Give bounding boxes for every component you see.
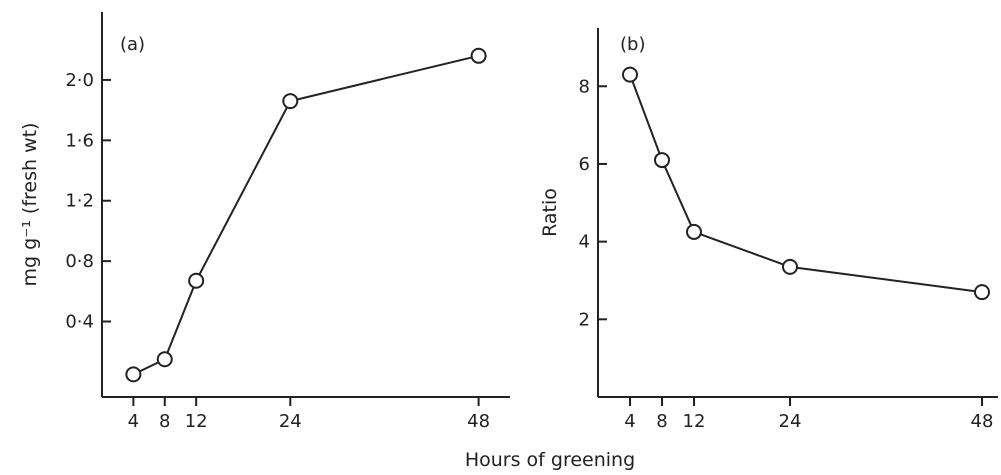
y-tick-label: 1·2 [65,191,94,212]
x-tick-label: 48 [971,411,994,432]
y-axis-label: mg g⁻¹ (fresh wt) [19,123,41,287]
panel-label: (a) [120,34,145,55]
y-tick-label: 6 [579,154,590,175]
y-tick-label: 1·6 [65,130,94,151]
panel-label: (b) [620,34,645,55]
y-tick-label: 4 [579,232,590,253]
x-tick-label: 8 [656,411,667,432]
series-line [629,74,983,294]
data-point [282,93,299,110]
x-tick-label: 24 [279,411,302,432]
x-tick-label: 8 [159,411,170,432]
shared-x-axis-label: Hours of greening [465,449,635,471]
data-point [125,366,142,383]
x-tick-label: 48 [467,411,490,432]
x-tick-label: 4 [624,411,635,432]
x-tick-label: 12 [185,411,208,432]
x-tick-label: 12 [683,411,706,432]
y-tick-label: 2 [579,309,590,330]
y-tick-label: 8 [579,76,590,97]
x-tick-label: 24 [779,411,802,432]
x-tick-label: 4 [128,411,139,432]
y-tick-label: 2·0 [65,70,94,91]
panel-a: 0·4 0·8 1·2 1·6 2·0 4 8 12 24 48 mg g⁻¹ (fresh wt)… [19,12,510,432]
series-line [132,54,479,376]
data-point [974,284,990,301]
data-point [156,351,173,368]
data-point [686,223,702,240]
y-tick-label: 0·8 [65,251,94,272]
data-point [188,272,205,289]
data-point [622,66,638,83]
data-point [782,258,798,275]
y-axis-label: Ratio [539,188,561,237]
y-tick-label: 0·4 [65,312,94,333]
data-point [654,152,670,169]
data-point [470,47,487,64]
